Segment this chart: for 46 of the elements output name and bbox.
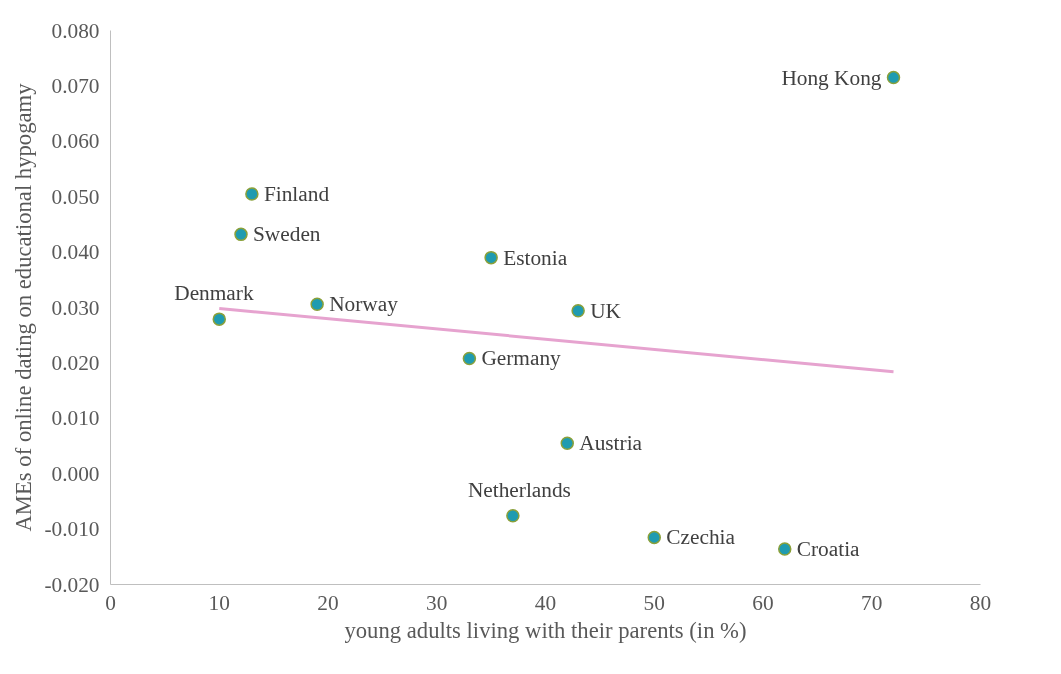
y-tick-label: 0.000	[51, 461, 100, 486]
y-tick-label: -0.020	[44, 572, 100, 597]
y-tick-label: 0.070	[51, 73, 100, 98]
x-tick-label: 80	[969, 590, 992, 615]
y-tick-label: 0.040	[51, 240, 100, 265]
annotation: Hong Kong	[781, 65, 882, 90]
point	[245, 187, 259, 201]
x-tick-label: 60	[752, 590, 774, 615]
x-tick-label: 50	[643, 590, 665, 615]
annotation: Croatia	[796, 537, 861, 562]
x-tick-label: 0	[105, 590, 116, 615]
point	[506, 509, 520, 523]
x-tick-label: 20	[317, 590, 339, 615]
point	[484, 250, 498, 265]
annotation: Austria	[579, 431, 643, 456]
point	[886, 70, 901, 85]
annotation: Sweden	[253, 222, 321, 247]
y-tick-label: -0.010	[44, 517, 100, 542]
y-tick-label: 0.080	[51, 18, 100, 43]
y-tick-label: 0.030	[51, 295, 100, 320]
point	[234, 227, 248, 242]
annotation: Czechia	[666, 525, 736, 550]
y-tick-label: 0.010	[51, 406, 100, 431]
annotation: Estonia	[503, 245, 568, 270]
y-tick-label: 0.020	[51, 350, 100, 375]
x-tick-label: 10	[208, 590, 230, 615]
point	[310, 297, 324, 311]
y-axis-title: AMEs of online dating on educational hypogamy	[11, 82, 37, 532]
point	[212, 312, 226, 326]
point	[462, 351, 477, 366]
y-tick-label: 0.060	[51, 129, 100, 154]
point	[647, 530, 661, 545]
point	[778, 542, 792, 556]
annotation: Netherlands	[467, 477, 571, 502]
annotation: Denmark	[174, 281, 254, 306]
annotation: Finland	[263, 181, 330, 206]
annotation: UK	[590, 298, 622, 323]
x-axis-title: young adults living with their parents (in %)	[344, 617, 747, 643]
point	[571, 304, 585, 318]
annotation: Norway	[329, 292, 399, 317]
x-tick-label: 70	[861, 590, 883, 615]
x-tick-label: 40	[534, 590, 557, 615]
point	[560, 436, 574, 450]
y-tick-label: 0.050	[51, 184, 100, 209]
annotation: Germany	[481, 346, 562, 371]
x-tick-label: 30	[426, 590, 448, 615]
